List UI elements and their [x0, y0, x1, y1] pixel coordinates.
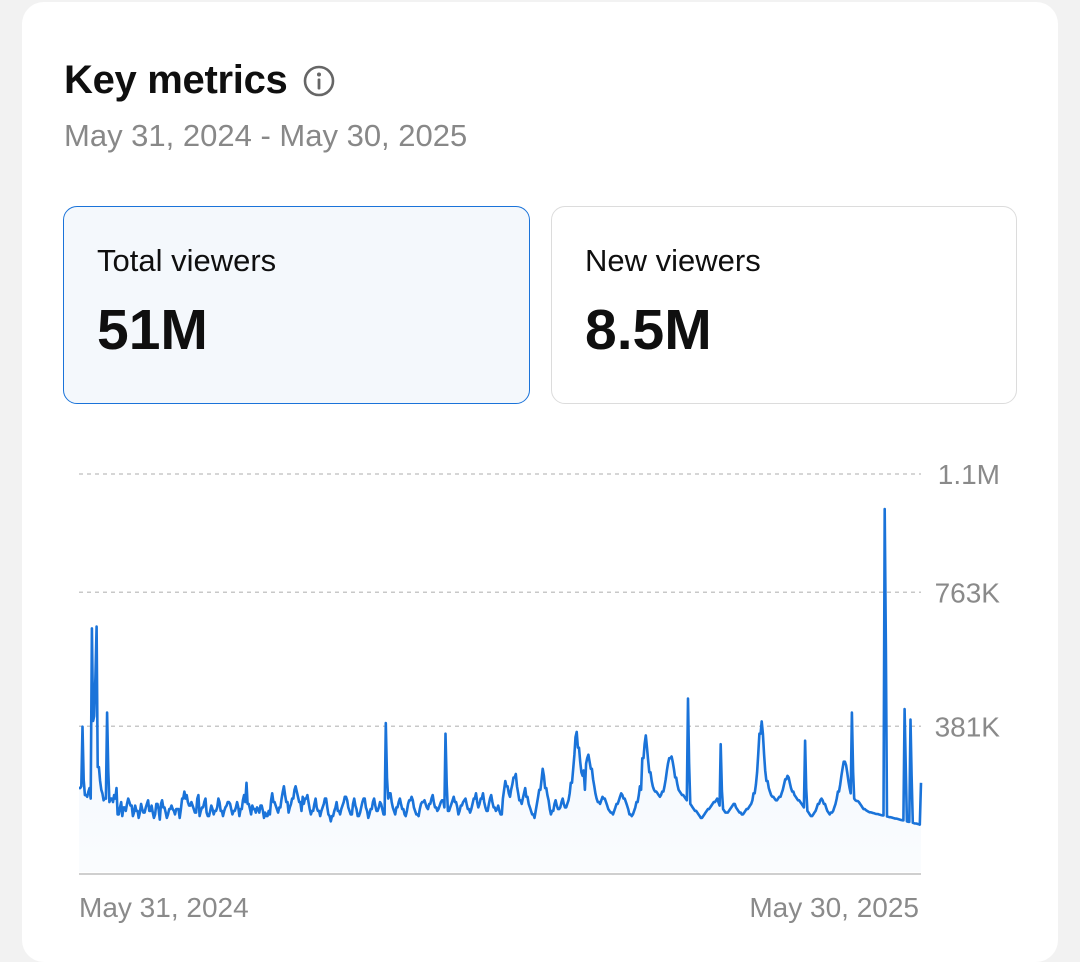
- metric-card-new-viewers[interactable]: New viewers 8.5M: [551, 206, 1017, 404]
- metric-label: New viewers: [585, 243, 761, 278]
- info-circle-icon[interactable]: [302, 64, 336, 98]
- metric-value: 8.5M: [585, 298, 712, 362]
- page-title: Key metrics: [64, 58, 288, 102]
- metric-value: 51M: [97, 298, 208, 362]
- title-row: Key metrics: [64, 58, 336, 103]
- y-tick-label: 1.1M: [938, 459, 1000, 490]
- series-area: [79, 509, 921, 872]
- x-tick-label-start: May 31, 2024: [79, 892, 249, 923]
- date-range: May 31, 2024 - May 30, 2025: [64, 118, 468, 153]
- x-tick-label-end: May 30, 2025: [749, 892, 919, 923]
- y-tick-label: 381K: [935, 711, 1001, 742]
- series-line: [78, 507, 923, 826]
- metric-label: Total viewers: [97, 243, 277, 278]
- metric-card-total-viewers[interactable]: Total viewers 51M: [63, 206, 530, 404]
- y-tick-label: 763K: [935, 577, 1001, 608]
